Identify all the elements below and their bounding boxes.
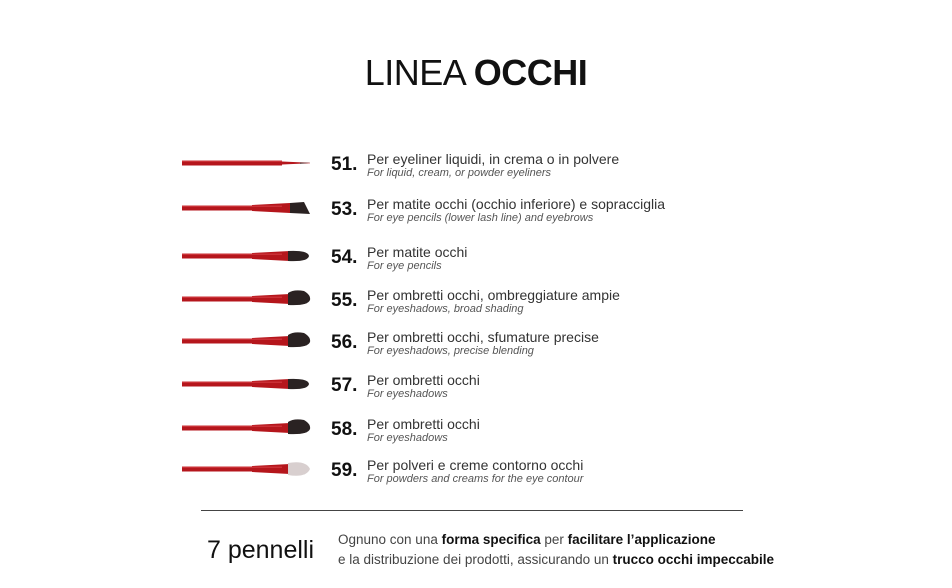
brush-57-icon: [182, 378, 309, 390]
brush-row: 53. Per matite occhi (occhio inferiore) …: [182, 196, 782, 236]
brush-row: 51. Per eyeliner liquidi, in crema o in …: [182, 151, 782, 191]
brush-description-en: For eyeshadows, precise blending: [367, 345, 534, 357]
brush-55-icon: [182, 290, 311, 306]
brush-54-icon: [182, 250, 309, 262]
divider: [201, 510, 743, 511]
brush-description-en: For eyeshadows, broad shading: [367, 303, 524, 315]
footer-line-2: e la distribuzione dei prodotti, assicur…: [338, 550, 774, 570]
brush-description-it: Per ombretti occhi: [367, 372, 480, 388]
brush-row: 54. Per matite occhi For eye pencils: [182, 244, 782, 284]
footer-text: Ognuno con una: [338, 532, 442, 547]
brush-description-it: Per polveri e creme contorno occhi: [367, 457, 584, 473]
brush-row: 58. Per ombretti occhi For eyeshadows: [182, 416, 782, 456]
brush-56-icon: [182, 332, 311, 348]
brush-description-en: For liquid, cream, or powder eyeliners: [367, 167, 552, 179]
brush-description-it: Per ombretti occhi: [367, 416, 480, 432]
brush-row: 56. Per ombretti occhi, sfumature precis…: [182, 329, 782, 369]
brush-description-en: For eyeshadows: [367, 432, 448, 444]
brush-number: 55.: [331, 290, 358, 311]
brush-description-it: Per ombretti occhi, sfumature precise: [367, 329, 599, 345]
footer-emphasis: forma specifica: [441, 532, 541, 547]
brush-count: 7 pennelli: [207, 536, 315, 564]
brush-number: 53.: [331, 199, 358, 220]
brush-58-icon: [182, 419, 311, 435]
brush-59-icon: [182, 462, 310, 476]
brush-number: 59.: [331, 460, 358, 481]
footer-line-1: Ognuno con una forma specifica per facil…: [338, 530, 774, 550]
brush-row: 55. Per ombretti occhi, ombreggiature am…: [182, 287, 782, 327]
footer-emphasis: trucco occhi impeccabile: [612, 552, 774, 567]
brush-row: 59. Per polveri e creme contorno occhi F…: [182, 457, 782, 497]
brush-description-it: Per matite occhi (occhio inferiore) e so…: [367, 196, 666, 212]
brush-53-icon: [182, 202, 310, 214]
brush-description-en: For eye pencils (lower lash line) and ey…: [367, 212, 594, 224]
brush-description-it: Per ombretti occhi, ombreggiature ampie: [367, 287, 620, 303]
brush-number: 57.: [331, 375, 358, 396]
brush-number: 58.: [331, 419, 358, 440]
brush-description-it: Per matite occhi: [367, 244, 468, 260]
footer-text: per: [540, 532, 568, 547]
brush-51-icon: [182, 160, 310, 166]
brush-number: 51.: [331, 154, 358, 175]
brush-number: 56.: [331, 332, 358, 353]
brush-description-it: Per eyeliner liquidi, in crema o in polv…: [367, 151, 620, 167]
page-title: LINEA OCCHI: [364, 52, 588, 93]
brush-description-en: For eyeshadows: [367, 388, 448, 400]
brush-description-en: For powders and creams for the eye conto…: [367, 473, 584, 485]
footer-emphasis: facilitare l’applicazione: [567, 532, 716, 547]
brush-number: 54.: [331, 247, 358, 268]
footer-description: Ognuno con una forma specifica per facil…: [338, 530, 774, 570]
footer-text: e la distribuzione dei prodotti, assicur…: [338, 552, 613, 567]
brush-row: 57. Per ombretti occhi For eyeshadows: [182, 372, 782, 412]
brush-description-en: For eye pencils: [367, 260, 442, 272]
